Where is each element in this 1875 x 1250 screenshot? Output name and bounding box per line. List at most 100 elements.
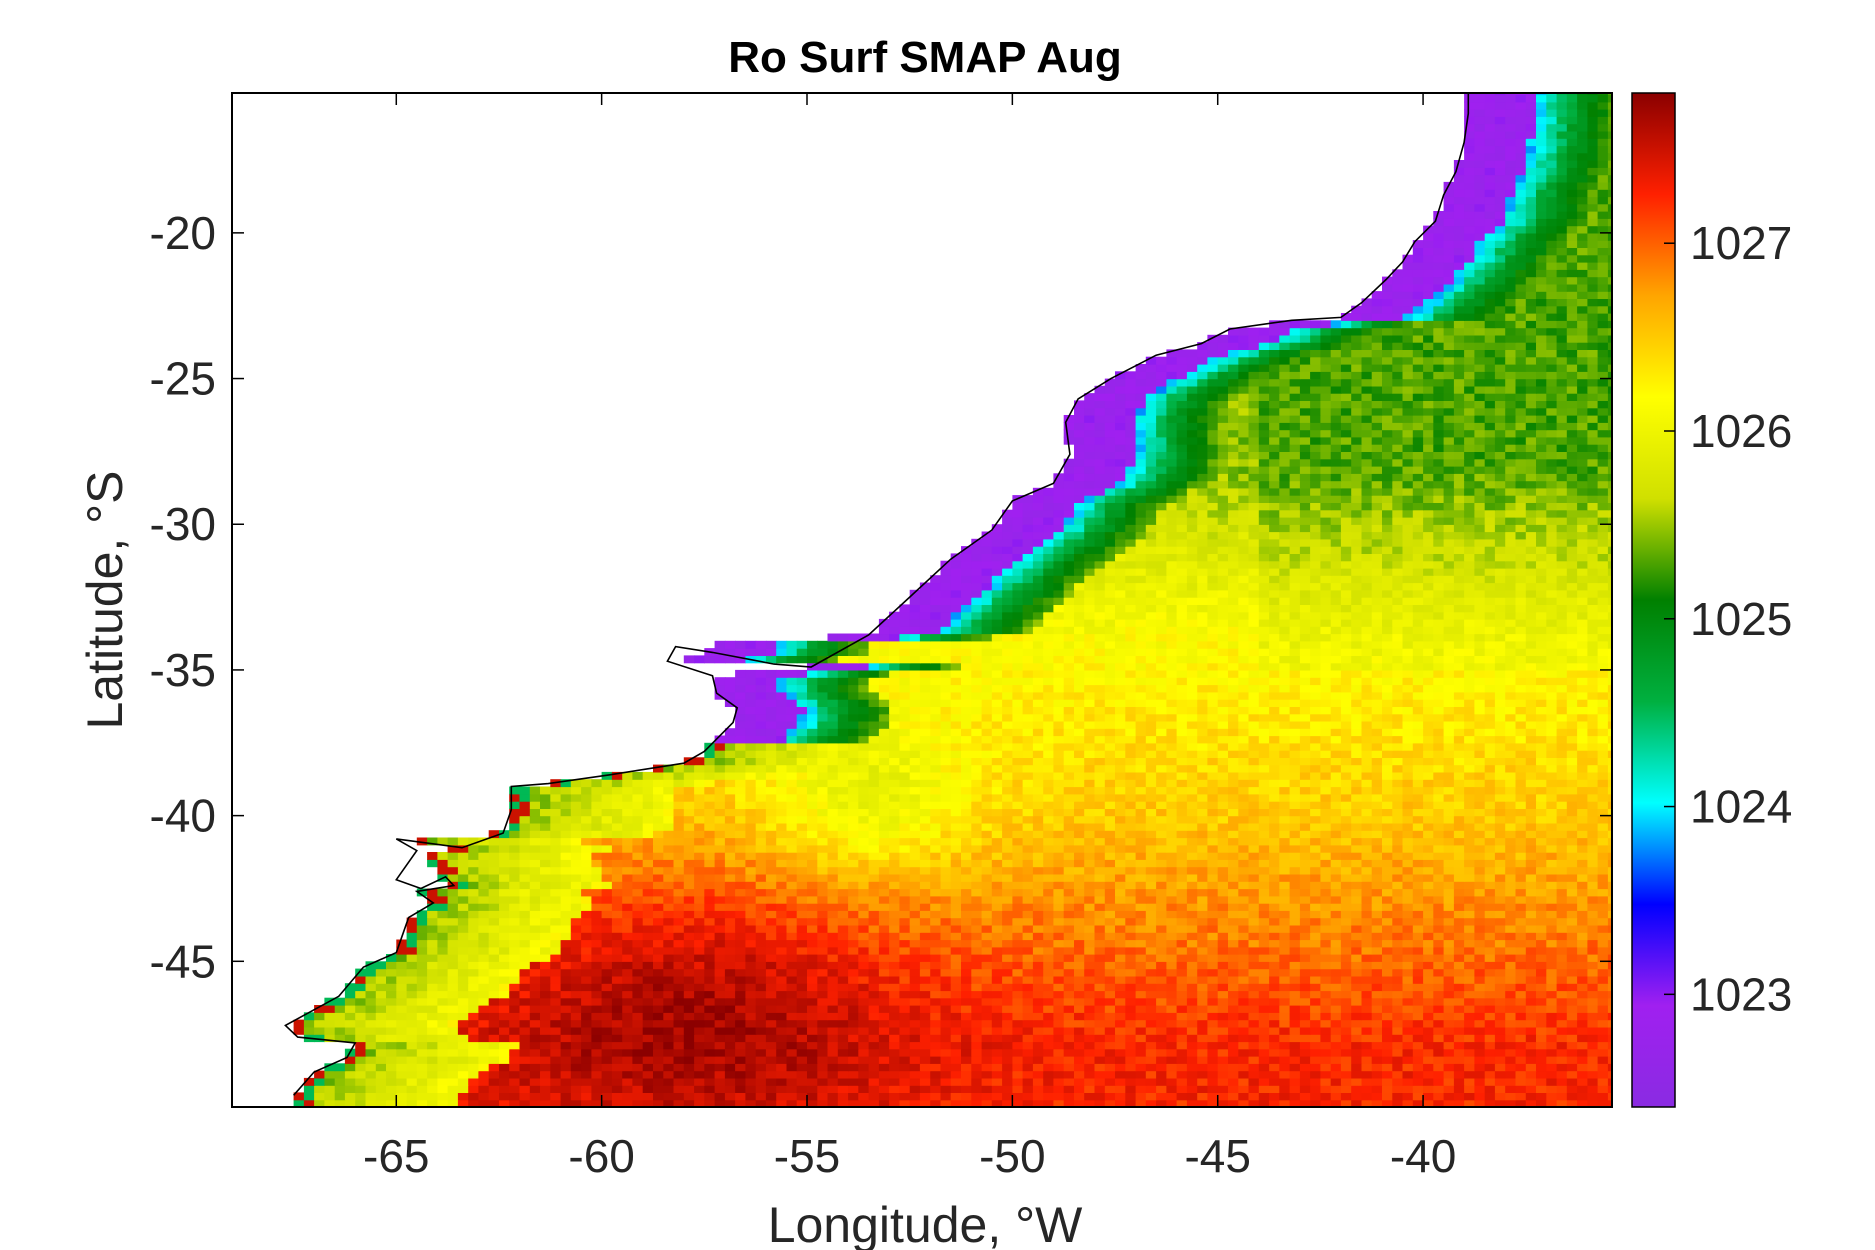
heatmap-cell	[1032, 917, 1044, 926]
heatmap-cell	[632, 815, 644, 824]
heatmap-cell	[765, 852, 777, 860]
heatmap-cell	[663, 837, 675, 846]
heatmap-cell	[560, 990, 572, 999]
heatmap-cell	[961, 1063, 972, 1072]
heatmap-cell	[1392, 859, 1404, 868]
heatmap-cell	[642, 961, 654, 970]
heatmap-cell	[416, 975, 428, 984]
heatmap-cell	[1156, 968, 1167, 977]
heatmap-cell	[386, 1070, 397, 1079]
heatmap-cell	[858, 1099, 870, 1107]
heatmap-cell	[1032, 1005, 1044, 1013]
heatmap-cell	[909, 1026, 921, 1035]
heatmap-cell	[858, 968, 870, 977]
heatmap-cell	[848, 1048, 859, 1057]
heatmap-cell	[971, 873, 983, 882]
heatmap-cell	[755, 822, 767, 831]
heatmap-cell	[1494, 830, 1506, 839]
heatmap-cell	[1299, 1070, 1311, 1079]
heatmap-cell	[1351, 1070, 1363, 1079]
heatmap-cell	[714, 1005, 726, 1013]
heatmap-cell	[1402, 1034, 1414, 1043]
heatmap-cell	[878, 888, 890, 897]
heatmap-cell	[1022, 844, 1034, 853]
heatmap-cell	[1156, 1012, 1167, 1021]
heatmap-cell	[796, 961, 808, 970]
heatmap-cell	[591, 903, 603, 911]
heatmap-cell	[1248, 924, 1260, 933]
heatmap-cell	[714, 961, 726, 970]
heatmap-cell	[889, 1056, 900, 1064]
heatmap-cell	[550, 1056, 562, 1064]
heatmap-cell	[878, 1056, 890, 1064]
heatmap-cell	[1494, 888, 1506, 897]
heatmap-cell	[1063, 924, 1075, 933]
heatmap-cell	[1474, 822, 1486, 831]
heatmap-cell	[478, 844, 490, 853]
heatmap-cell	[1207, 1092, 1219, 1101]
heatmap-cell	[991, 910, 1003, 919]
heatmap-cell	[1094, 888, 1106, 897]
heatmap-cell	[1330, 830, 1342, 839]
heatmap-cell	[878, 1077, 890, 1086]
heatmap-cell	[1269, 990, 1280, 999]
heatmap-cell	[1320, 990, 1332, 999]
heatmap-cell	[817, 932, 829, 941]
heatmap-cell	[1577, 1077, 1588, 1086]
heatmap-cell	[1084, 975, 1096, 984]
heatmap-cell	[1063, 1026, 1075, 1035]
heatmap-cell	[529, 895, 541, 904]
heatmap-cell	[1351, 881, 1363, 890]
heatmap-cell	[1494, 983, 1506, 992]
heatmap-cell	[611, 1048, 623, 1057]
heatmap-cell	[1063, 917, 1075, 926]
heatmap-cell	[1299, 903, 1311, 911]
heatmap-cell	[1453, 837, 1465, 846]
heatmap-cell	[1063, 866, 1075, 875]
heatmap-cell	[314, 1026, 325, 1035]
heatmap-cell	[837, 983, 849, 992]
heatmap-cell	[632, 1048, 644, 1057]
heatmap-cell	[827, 1034, 839, 1043]
heatmap-cell	[878, 910, 890, 919]
heatmap-cell	[1330, 1085, 1342, 1093]
heatmap-cell	[570, 1077, 582, 1086]
heatmap-cell	[478, 873, 490, 882]
heatmap-cell	[961, 932, 972, 941]
heatmap-cell	[1340, 881, 1352, 890]
heatmap-cell	[1135, 946, 1147, 955]
heatmap-cell	[642, 830, 654, 839]
heatmap-cell	[1217, 895, 1229, 904]
heatmap-cell	[622, 939, 634, 948]
heatmap-cell	[909, 975, 921, 984]
heatmap-cell	[1207, 954, 1219, 962]
heatmap-cell	[1012, 932, 1024, 941]
heatmap-cell	[1053, 881, 1065, 890]
heatmap-cell	[1166, 888, 1178, 897]
heatmap-cell	[1012, 1056, 1024, 1064]
heatmap-cell	[355, 1092, 367, 1101]
heatmap-cell	[1258, 830, 1270, 839]
heatmap-cell	[1340, 1026, 1352, 1035]
heatmap-cell	[971, 1070, 983, 1079]
heatmap-cell	[293, 1026, 305, 1035]
heatmap-cell	[786, 1005, 798, 1013]
heatmap-cell	[1423, 990, 1434, 999]
heatmap-cell	[560, 946, 572, 955]
heatmap-cell	[1536, 808, 1547, 817]
heatmap-cell	[509, 1077, 521, 1086]
heatmap-cell	[673, 983, 685, 992]
heatmap-cell	[1525, 1012, 1537, 1021]
heatmap-cell	[488, 910, 500, 919]
heatmap-cell	[550, 881, 562, 890]
heatmap-cell	[1351, 822, 1363, 831]
heatmap-cell	[858, 1070, 870, 1079]
heatmap-cell	[694, 1048, 705, 1057]
heatmap-cell	[714, 888, 726, 897]
heatmap-cell	[807, 815, 818, 824]
heatmap-cell	[683, 932, 695, 941]
heatmap-cell	[642, 815, 654, 824]
heatmap-cell	[724, 1085, 736, 1093]
heatmap-cell	[755, 997, 767, 1006]
heatmap-cell	[704, 1041, 716, 1050]
